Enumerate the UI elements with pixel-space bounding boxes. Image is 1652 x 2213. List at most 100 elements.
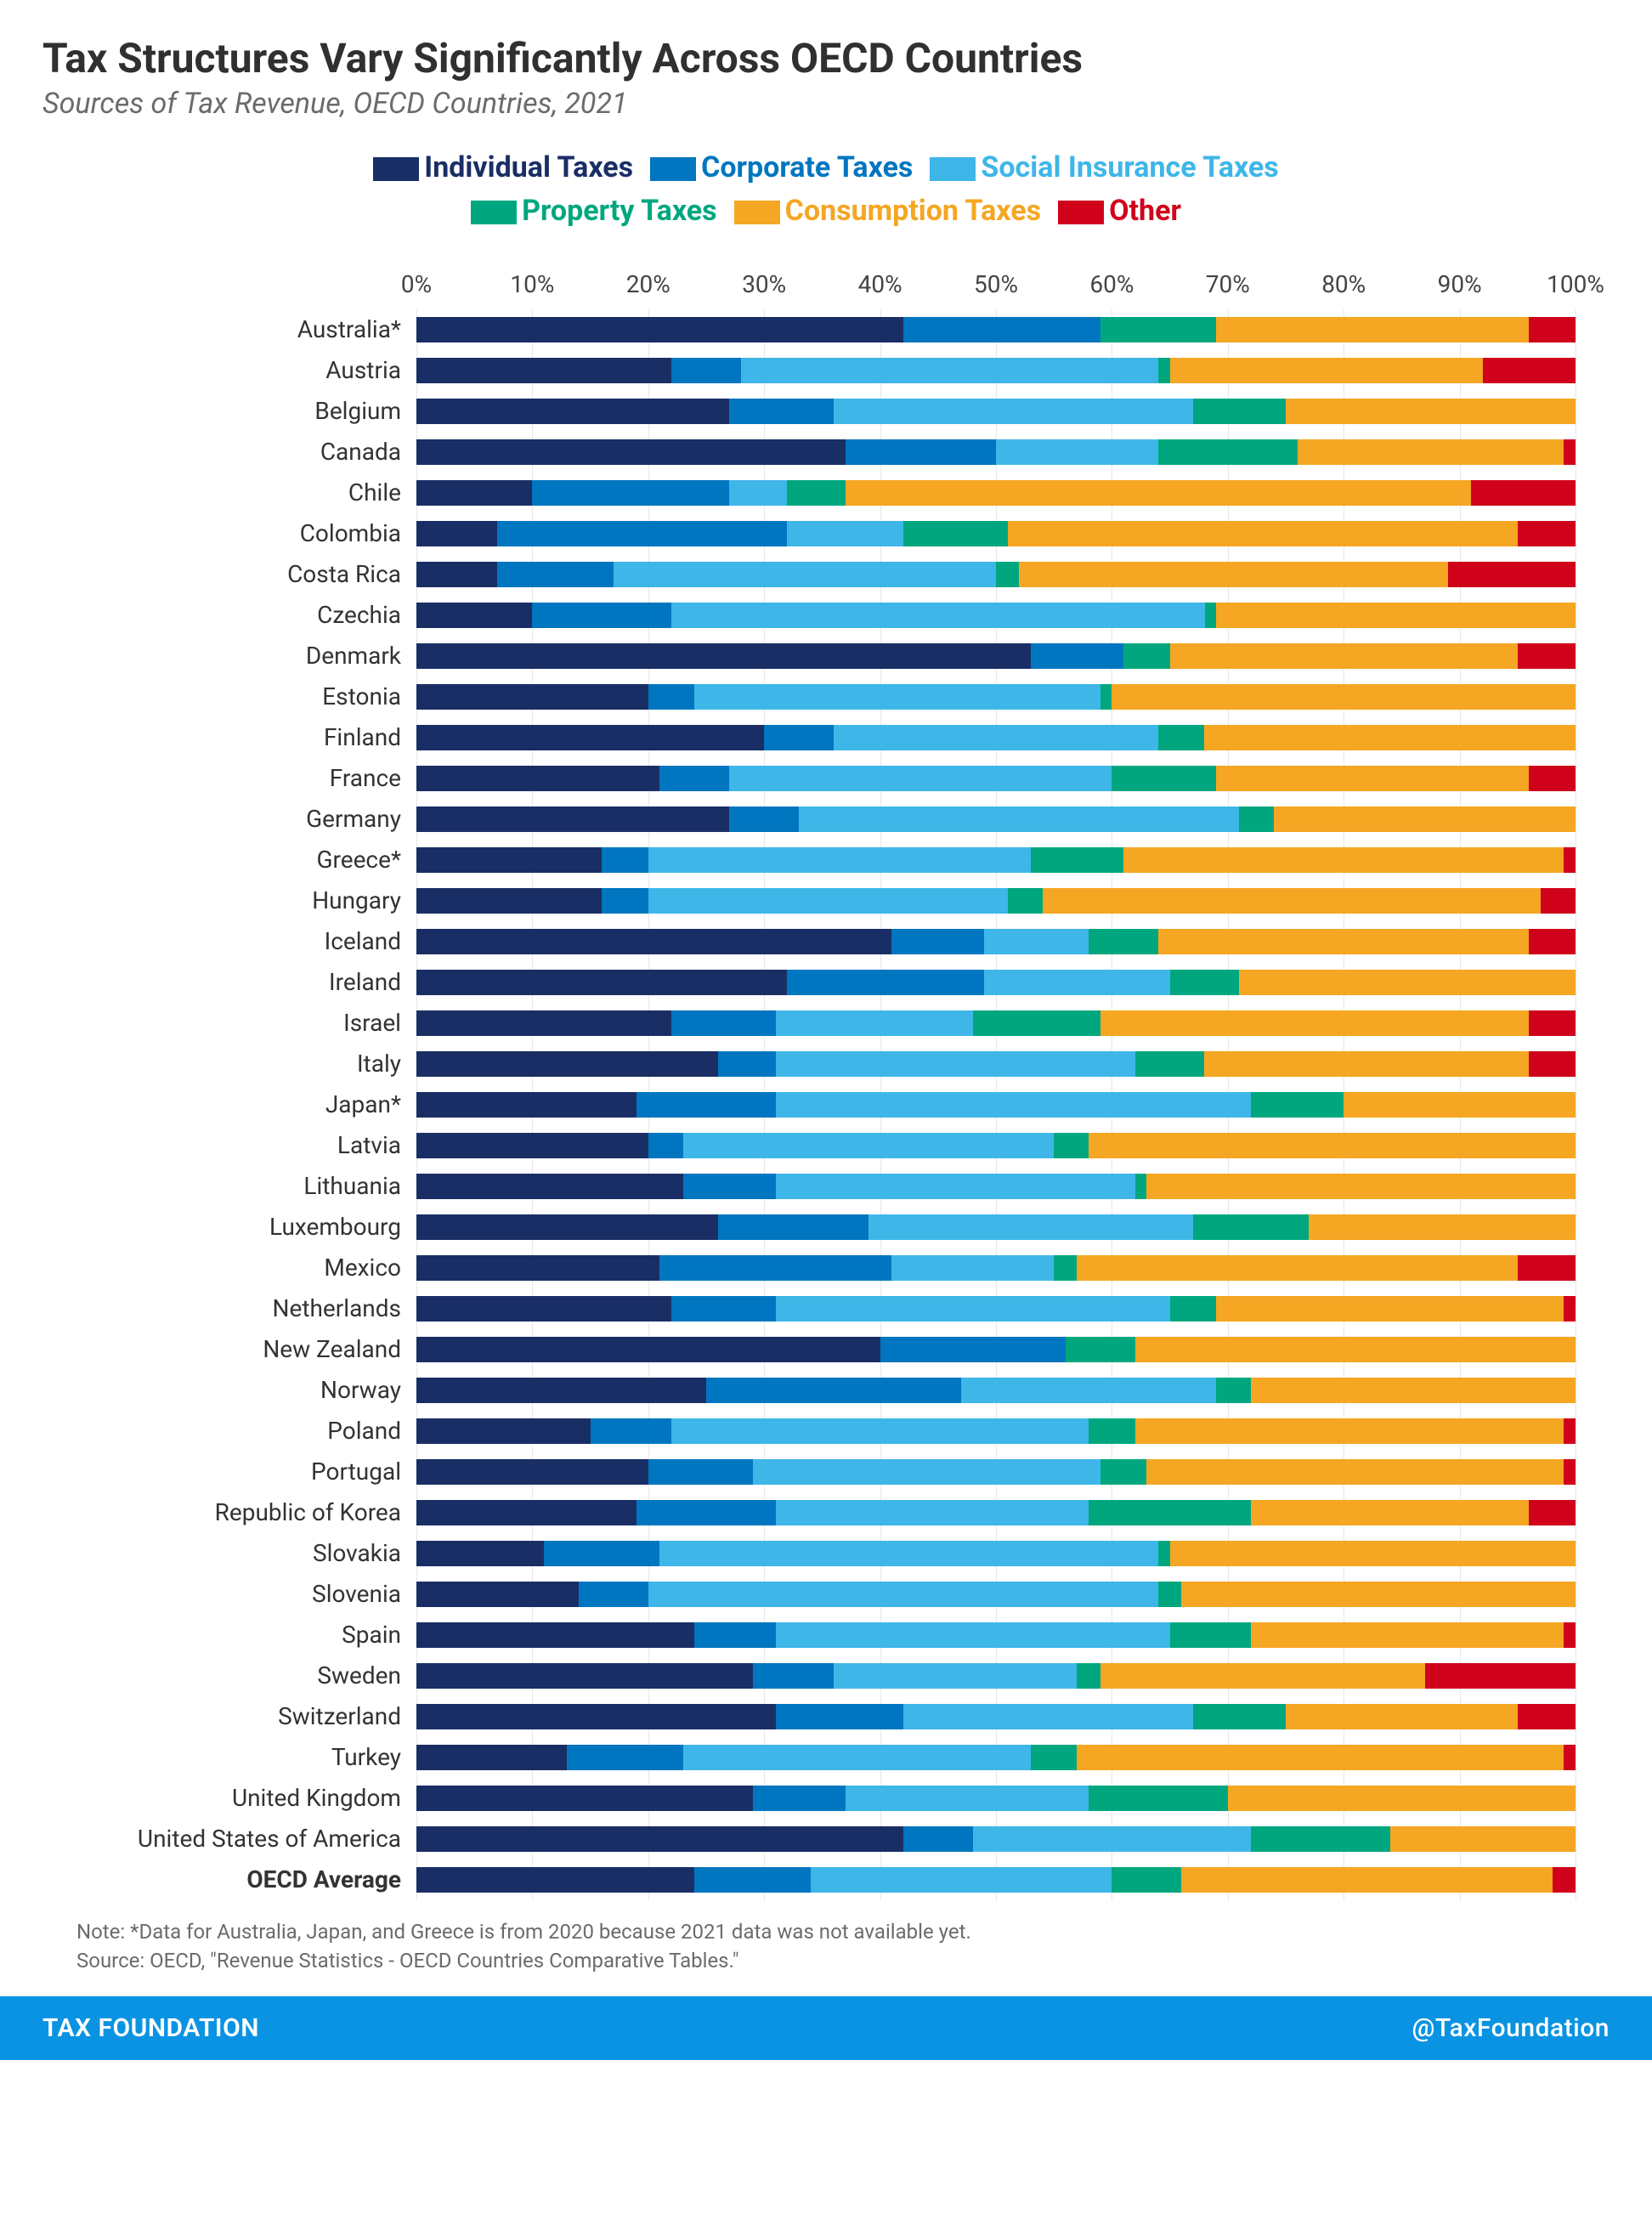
bar-segment-consumption	[1135, 1337, 1576, 1362]
country-label: Australia*	[76, 309, 416, 350]
bar-segment-corporate	[880, 1337, 1066, 1362]
stacked-bar	[416, 1826, 1576, 1852]
country-label: Iceland	[76, 921, 416, 962]
bar-row	[416, 1452, 1576, 1492]
stacked-bar	[416, 888, 1576, 914]
bar-segment-other	[1541, 888, 1576, 914]
bar-segment-social	[753, 1459, 1100, 1485]
bar-segment-property	[996, 562, 1019, 587]
chart-notes: Note: *Data for Australia, Japan, and Gr…	[76, 1917, 1576, 1977]
bar-row	[416, 473, 1576, 513]
country-label: Norway	[76, 1370, 416, 1411]
bar-segment-corporate	[602, 847, 648, 873]
country-label: Costa Rica	[76, 554, 416, 595]
bar-segment-corporate	[671, 1010, 776, 1036]
bar-row	[416, 1819, 1576, 1859]
bar-row	[416, 1696, 1576, 1737]
bar-segment-corporate	[718, 1051, 776, 1077]
bar-segment-individual	[416, 1214, 718, 1240]
bar-segment-corporate	[532, 480, 729, 506]
bar-segment-corporate	[718, 1214, 868, 1240]
bar-segment-property	[1112, 766, 1216, 791]
bar-segment-property	[1158, 1582, 1181, 1607]
bar-row	[416, 350, 1576, 391]
bar-segment-social	[787, 521, 902, 546]
bar-segment-consumption	[1204, 725, 1575, 750]
stacked-bar	[416, 1745, 1576, 1770]
bar-segment-corporate	[706, 1378, 961, 1403]
bar-segment-individual	[416, 1133, 648, 1158]
bar-segment-property	[1089, 1500, 1251, 1525]
legend-swatch	[734, 201, 780, 224]
bar-segment-social	[834, 399, 1193, 424]
stacked-bar	[416, 766, 1576, 791]
bar-segment-individual	[416, 1663, 753, 1689]
bar-segment-social	[891, 1255, 1054, 1281]
bar-segment-consumption	[1158, 929, 1529, 954]
bar-row	[416, 1615, 1576, 1656]
bar-segment-social	[903, 1704, 1193, 1729]
x-axis-tick: 100%	[1547, 270, 1604, 298]
country-label: Japan*	[76, 1084, 416, 1125]
bar-segment-property	[1170, 1296, 1217, 1322]
stacked-bar	[416, 1337, 1576, 1362]
legend-label: Property Taxes	[522, 194, 717, 228]
bar-segment-consumption	[1216, 1296, 1564, 1322]
footer-bar: TAX FOUNDATION @TaxFoundation	[0, 1996, 1652, 2060]
chart-title: Tax Structures Vary Significantly Across…	[42, 34, 1610, 83]
bar-segment-social	[659, 1541, 1158, 1566]
bar-segment-social	[799, 807, 1239, 832]
bar-row	[416, 1125, 1576, 1166]
stacked-bar	[416, 807, 1576, 832]
bar-segment-corporate	[846, 439, 996, 465]
bar-segment-social	[671, 603, 1204, 628]
stacked-bar	[416, 643, 1576, 669]
country-label: Estonia	[76, 676, 416, 717]
bar-segment-social	[776, 1051, 1135, 1077]
country-label: Mexico	[76, 1248, 416, 1288]
bar-segment-social	[776, 1010, 973, 1036]
x-axis-tick: 70%	[1206, 270, 1250, 298]
bar-row	[416, 1003, 1576, 1044]
bar-segment-social	[961, 1378, 1216, 1403]
stacked-bar	[416, 1051, 1576, 1077]
bar-segment-consumption	[1100, 1663, 1425, 1689]
bar-segment-property	[1216, 1378, 1251, 1403]
country-label: Hungary	[76, 880, 416, 921]
bar-segment-consumption	[1008, 521, 1518, 546]
bar-segment-corporate	[497, 562, 613, 587]
bar-segment-social	[996, 439, 1158, 465]
legend-swatch	[471, 201, 517, 224]
stacked-bar	[416, 317, 1576, 342]
bar-segment-social	[729, 766, 1112, 791]
bar-segment-property	[1100, 1459, 1147, 1485]
bar-segment-other	[1529, 929, 1576, 954]
bar-segment-individual	[416, 317, 903, 342]
country-label: Germany	[76, 799, 416, 840]
bar-segment-individual	[416, 1418, 591, 1444]
bar-segment-corporate	[532, 603, 671, 628]
bar-segment-property	[1008, 888, 1043, 914]
stacked-bar	[416, 1663, 1576, 1689]
chart-area: 0%10%20%30%40%50%60%70%80%90%100% Austra…	[76, 258, 1576, 1900]
bar-segment-corporate	[729, 399, 834, 424]
bar-segment-corporate	[544, 1541, 659, 1566]
bar-segment-property	[1123, 643, 1170, 669]
stacked-bar	[416, 1174, 1576, 1199]
legend-swatch	[1058, 201, 1104, 224]
bar-segment-consumption	[1286, 1704, 1518, 1729]
bar-segment-individual	[416, 1051, 718, 1077]
legend-swatch	[650, 157, 696, 181]
bar-segment-individual	[416, 970, 787, 995]
bar-segment-property	[1251, 1826, 1390, 1852]
stacked-bar	[416, 1786, 1576, 1811]
bar-segment-corporate	[753, 1663, 834, 1689]
bar-segment-individual	[416, 1174, 683, 1199]
bar-segment-consumption	[1251, 1500, 1529, 1525]
country-label: Lithuania	[76, 1166, 416, 1207]
bar-segment-consumption	[1251, 1622, 1564, 1648]
bar-segment-other	[1564, 439, 1576, 465]
bar-segment-consumption	[1204, 1051, 1529, 1077]
country-label: Republic of Korea	[76, 1492, 416, 1533]
bar-segment-corporate	[694, 1867, 810, 1893]
